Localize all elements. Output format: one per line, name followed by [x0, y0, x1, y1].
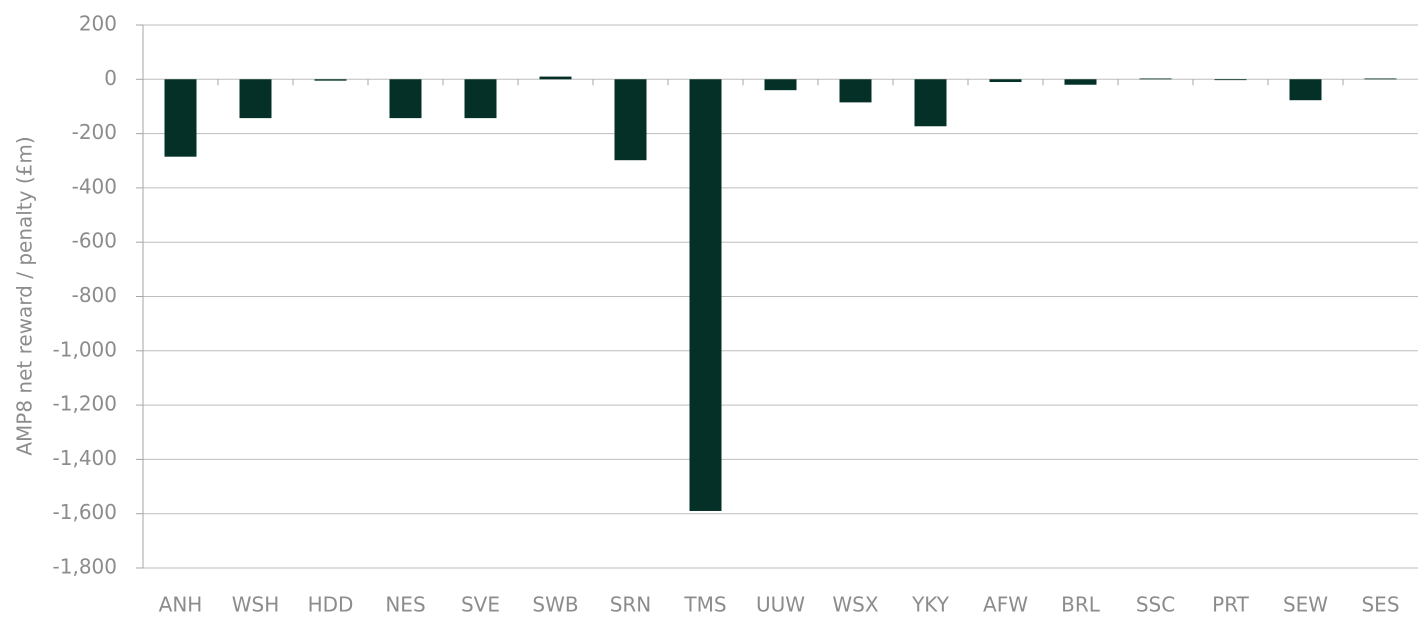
bar [164, 79, 197, 157]
bar [1214, 79, 1247, 81]
x-tick-label: WSX [832, 593, 878, 617]
x-tick-label: SES [1361, 593, 1399, 617]
bar [239, 79, 272, 119]
x-tick-label: WSH [232, 593, 280, 617]
x-tick-label: AFW [983, 593, 1028, 617]
x-tick-label: UUW [756, 593, 805, 617]
y-tick-label: -1,800 [53, 555, 117, 579]
x-tick-label: SSC [1136, 593, 1175, 617]
bar [764, 79, 797, 91]
y-axis-label: AMP8 net reward / penalty (£m) [13, 136, 37, 455]
y-tick-label: -1,200 [53, 392, 117, 416]
x-tick-label: SWB [532, 593, 578, 617]
bar [689, 79, 722, 511]
bar [389, 79, 422, 119]
x-tick-label: NES [385, 593, 425, 617]
x-tick-label: YKY [911, 593, 950, 617]
bar [839, 79, 872, 103]
y-tick-label: -1,600 [53, 500, 117, 524]
x-tick-label: PRT [1212, 593, 1250, 617]
x-tick-label: BRL [1061, 593, 1101, 617]
y-tick-label: 200 [79, 12, 117, 36]
x-tick-label: HDD [308, 593, 354, 617]
x-tick-label: SVE [461, 593, 500, 617]
bar [1364, 78, 1397, 80]
x-tick-label: SEW [1283, 593, 1328, 617]
y-tick-label: -800 [72, 283, 117, 307]
bar [614, 79, 647, 161]
bar [314, 79, 347, 81]
bar [914, 79, 947, 127]
bar [464, 79, 497, 119]
y-tick-label: -200 [72, 120, 117, 144]
bar [1064, 79, 1097, 85]
y-tick-label: 0 [104, 66, 117, 90]
bar [1289, 79, 1322, 101]
y-tick-label: -400 [72, 174, 117, 198]
x-tick-label: ANH [159, 593, 203, 617]
y-tick-label: -1,400 [53, 446, 117, 470]
bar [989, 79, 1022, 83]
bar [1139, 78, 1172, 80]
bar [539, 76, 572, 80]
y-tick-label: -1,000 [53, 337, 117, 361]
x-tick-label: SRN [610, 593, 652, 617]
y-tick-label: -600 [72, 229, 117, 253]
x-tick-label: TMS [683, 593, 726, 617]
